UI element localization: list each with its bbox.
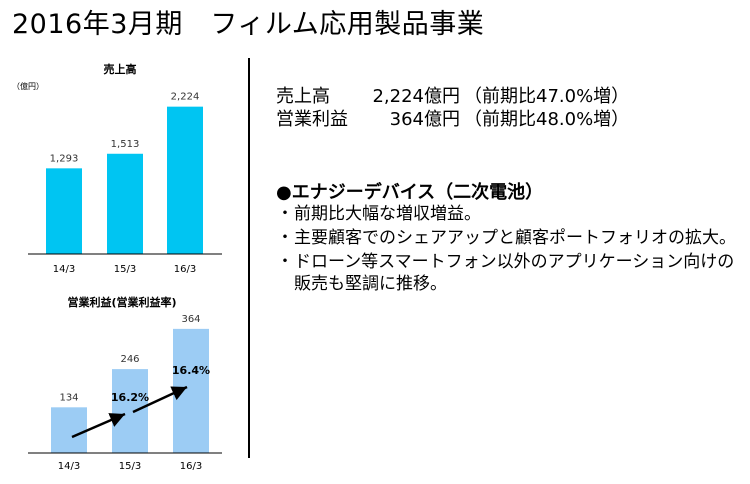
list-item: ・ 前期比大幅な増収増益。: [276, 203, 736, 225]
chart-unit-label: （億円）: [12, 81, 44, 91]
summary-amount: 2,224億円: [372, 86, 460, 107]
x-tick-label: 15/3: [114, 264, 136, 275]
bullet-mark: ・: [276, 252, 294, 272]
x-tick-label: 14/3: [53, 264, 75, 275]
bullet-text: 前期比大幅な増収増益。: [294, 204, 481, 224]
summary-row-operating-profit: 営業利益 364億円 （前期比48.0%増）: [276, 108, 629, 131]
data-label: 364: [181, 314, 200, 325]
chart-title: 売上高: [104, 62, 137, 76]
margin-label: 16.2%: [111, 391, 149, 404]
chart-title: 営業利益(営業利益率): [67, 295, 176, 309]
bullet-list: ・ 前期比大幅な増収増益。 ・ 主要顧客でのシェアアップと顧客ポートフォリオの拡…: [276, 203, 737, 297]
summary-change: （前期比48.0%増）: [464, 109, 630, 130]
x-tick-label: 14/3: [58, 461, 80, 472]
op-profit-bar: [112, 369, 148, 453]
bullet-text: 主要顧客でのシェアアップと顧客ポートフォリオの拡大。: [294, 228, 736, 248]
data-label: 246: [120, 354, 139, 365]
x-tick-label: 16/3: [174, 264, 196, 275]
bullet-text: ドローン等スマートフォン以外のアプリケーション向けの販売も堅調に推移。: [294, 252, 735, 294]
data-label: 2,224: [171, 92, 200, 103]
sales-bar: [167, 106, 203, 254]
margin-label: 16.4%: [172, 364, 210, 377]
sales-bar: [107, 153, 143, 254]
page-title: 2016年3月期 フィルム応用製品事業: [12, 9, 485, 40]
summary-amount: 364億円: [389, 109, 460, 130]
summary-label: 営業利益: [276, 109, 348, 130]
summary-row-sales: 売上高 2,224億円 （前期比47.0%増）: [276, 85, 629, 108]
list-item: ・ 主要顧客でのシェアアップと顧客ポートフォリオの拡大。: [276, 227, 737, 249]
x-tick-label: 15/3: [119, 461, 141, 472]
x-tick-label: 16/3: [180, 461, 202, 472]
bullet-mark: ・: [276, 228, 294, 248]
trend-arrow: [132, 385, 188, 414]
vertical-divider: [248, 58, 250, 458]
op-profit-bar: [51, 407, 87, 453]
summary-label: 売上高: [276, 86, 330, 107]
trend-arrow: [71, 412, 126, 439]
sales-bar: [46, 168, 82, 254]
list-item: ・ ドローン等スマートフォン以外のアプリケーション向けの販売も堅調に推移。: [276, 251, 736, 295]
results-summary: 売上高 2,224億円 （前期比47.0%増） 営業利益 364億円 （前期比4…: [276, 85, 629, 131]
summary-change: （前期比47.0%増）: [464, 86, 630, 107]
data-label: 1,293: [50, 153, 79, 164]
data-label: 1,513: [111, 139, 140, 150]
data-label: 134: [59, 392, 78, 403]
bullet-mark: ・: [276, 204, 294, 224]
section-heading: ●エナジーデバイス（二次電池）: [276, 182, 544, 203]
